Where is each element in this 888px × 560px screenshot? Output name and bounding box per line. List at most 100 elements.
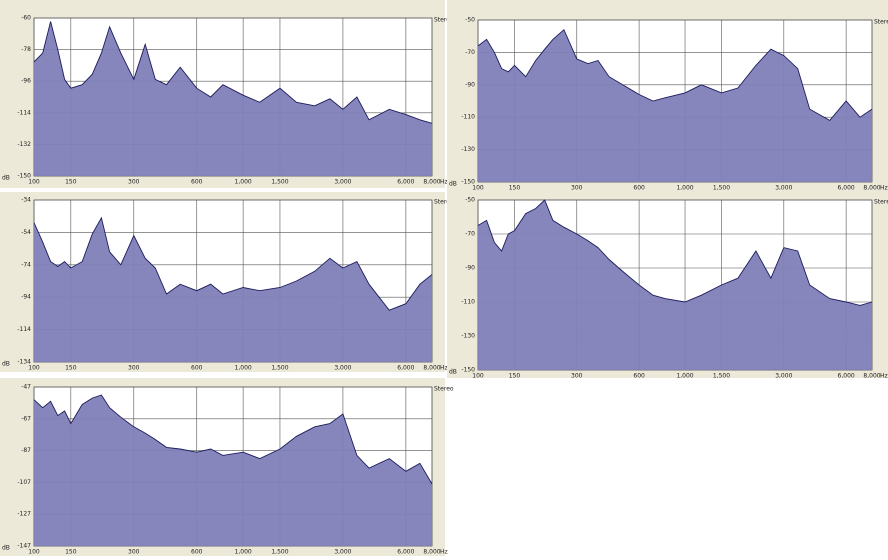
- x-tick-label: 150: [509, 185, 521, 192]
- y-tick-label: -67: [21, 415, 31, 422]
- channel-label: Stereo: [434, 199, 454, 206]
- y-tick-label: -134: [17, 359, 31, 366]
- x-tick-label: 3,000: [775, 185, 792, 192]
- x-tick-label: 600: [633, 373, 645, 380]
- y-tick-label: -87: [21, 447, 31, 454]
- y-tick-label: -70: [465, 231, 475, 238]
- x-tick-label: 100: [472, 185, 484, 192]
- x-tick-label: 300: [571, 373, 583, 380]
- x-tick-label: 8,000: [423, 365, 440, 372]
- x-tick-label: 3,000: [334, 365, 351, 372]
- y-tick-label: -34: [21, 197, 31, 204]
- y-tick-label: -90: [465, 81, 475, 88]
- x-tick-label: 1,000: [235, 365, 252, 372]
- spectrum-area: [478, 29, 872, 183]
- x-tick-label: 300: [128, 179, 140, 186]
- y-tick-label: -74: [21, 261, 31, 268]
- y-unit: dB: [449, 369, 457, 376]
- x-tick-label: 150: [65, 549, 77, 556]
- x-unit: Hz: [880, 373, 888, 380]
- x-tick-label: 300: [128, 549, 140, 556]
- y-tick-label: -114: [17, 326, 31, 333]
- spectrum-line: [33, 21, 433, 124]
- x-tick-label: 300: [128, 365, 140, 372]
- spectrum-line: [33, 394, 433, 485]
- x-tick-label: 100: [28, 179, 40, 186]
- y-tick-label: -150: [461, 179, 475, 186]
- x-tick-label: 3,000: [334, 179, 351, 186]
- y-tick-label: -50: [465, 197, 475, 204]
- x-tick-label: 1,000: [676, 373, 693, 380]
- x-tick-label: 1,000: [235, 549, 252, 556]
- x-unit: Hz: [440, 365, 448, 372]
- x-unit: Hz: [440, 179, 448, 186]
- x-tick-label: 1,500: [271, 365, 288, 372]
- y-tick-label: -132: [17, 141, 31, 148]
- x-tick-label: 6,000: [397, 179, 414, 186]
- y-unit: dB: [2, 361, 10, 368]
- x-tick-label: 600: [191, 179, 203, 186]
- y-tick-label: -130: [461, 333, 475, 340]
- y-tick-label: -96: [21, 78, 31, 85]
- x-tick-label: 1,000: [676, 185, 693, 192]
- x-tick-label: 100: [472, 373, 484, 380]
- x-tick-label: 6,000: [838, 185, 855, 192]
- x-tick-label: 6,000: [838, 373, 855, 380]
- y-tick-label: -147: [17, 543, 31, 550]
- channel-label: Stereo: [874, 199, 888, 206]
- x-tick-label: 3,000: [334, 549, 351, 556]
- spectrum-line: [477, 28, 873, 121]
- spectrum-area: [478, 200, 872, 370]
- x-tick-label: 1,500: [713, 185, 730, 192]
- y-unit: dB: [2, 175, 10, 182]
- y-tick-label: -78: [21, 46, 31, 53]
- x-tick-label: 150: [65, 179, 77, 186]
- spectrum-area: [34, 395, 432, 546]
- spectrum-line: [33, 216, 433, 311]
- x-tick-label: 8,000: [863, 373, 880, 380]
- y-tick-label: -60: [21, 15, 31, 22]
- y-tick-label: -150: [17, 173, 31, 180]
- y-unit: dB: [2, 545, 10, 552]
- x-tick-label: 8,000: [423, 179, 440, 186]
- channel-label: Stereo: [874, 19, 888, 26]
- x-tick-label: 6,000: [397, 365, 414, 372]
- x-tick-label: 100: [28, 549, 40, 556]
- x-tick-label: 600: [191, 365, 203, 372]
- y-tick-label: -107: [17, 479, 31, 486]
- x-tick-label: 3,000: [775, 373, 792, 380]
- channel-label: Stereo: [434, 386, 454, 393]
- x-unit: Hz: [440, 549, 448, 556]
- y-tick-label: -114: [17, 109, 31, 116]
- x-tick-label: 8,000: [863, 185, 880, 192]
- x-tick-label: 1,000: [235, 179, 252, 186]
- x-tick-label: 6,000: [397, 549, 414, 556]
- x-tick-label: 8,000: [423, 549, 440, 556]
- spectrum-line: [477, 199, 873, 306]
- y-tick-label: -110: [461, 114, 475, 121]
- x-tick-label: 600: [191, 549, 203, 556]
- x-tick-label: 100: [28, 365, 40, 372]
- y-tick-label: -130: [461, 146, 475, 153]
- x-tick-label: 300: [571, 185, 583, 192]
- y-tick-label: -150: [461, 367, 475, 374]
- x-tick-label: 1,500: [713, 373, 730, 380]
- x-tick-label: 600: [633, 185, 645, 192]
- spectrum-area: [34, 217, 432, 362]
- y-tick-label: -50: [465, 17, 475, 24]
- x-tick-label: 150: [65, 365, 77, 372]
- y-tick-label: -54: [21, 229, 31, 236]
- x-unit: Hz: [880, 185, 888, 192]
- y-tick-label: -110: [461, 299, 475, 306]
- x-tick-label: 1,500: [271, 179, 288, 186]
- y-tick-label: -90: [465, 265, 475, 272]
- spectrum-area: [34, 21, 432, 176]
- x-tick-label: 150: [509, 373, 521, 380]
- y-tick-label: -94: [21, 294, 31, 301]
- y-tick-label: -70: [465, 49, 475, 56]
- channel-label: Stereo: [434, 17, 454, 24]
- y-unit: dB: [449, 181, 457, 188]
- y-tick-label: -47: [21, 384, 31, 391]
